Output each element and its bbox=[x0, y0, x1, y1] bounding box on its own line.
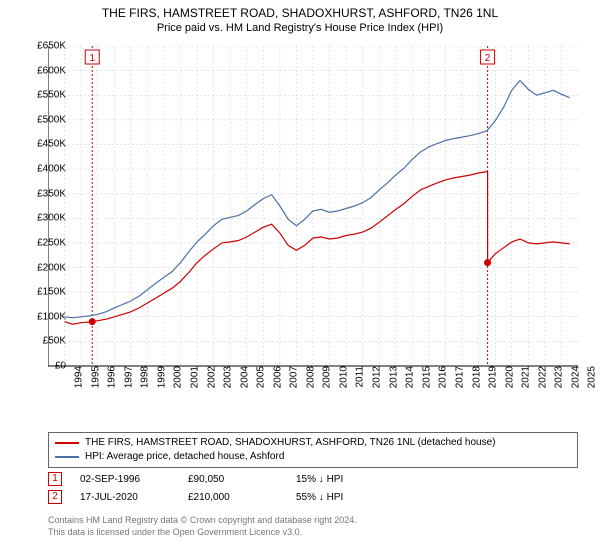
marker-date-1: 02-SEP-1996 bbox=[80, 474, 170, 485]
legend-swatch-property bbox=[55, 442, 79, 444]
marker-row-1: 1 02-SEP-1996 £90,050 15% ↓ HPI bbox=[48, 470, 578, 488]
marker-price-1: £90,050 bbox=[188, 474, 278, 485]
marker-badge-1: 1 bbox=[48, 472, 62, 486]
copyright-notice: Contains HM Land Registry data © Crown c… bbox=[48, 514, 578, 538]
svg-text:2: 2 bbox=[485, 53, 491, 64]
legend-swatch-hpi bbox=[55, 456, 79, 458]
line-chart-svg: 12 bbox=[48, 46, 578, 396]
marker-badge-2: 2 bbox=[48, 490, 62, 504]
legend: THE FIRS, HAMSTREET ROAD, SHADOXHURST, A… bbox=[48, 432, 578, 468]
marker-table: 1 02-SEP-1996 £90,050 15% ↓ HPI 2 17-JUL… bbox=[48, 470, 578, 506]
svg-text:1: 1 bbox=[89, 53, 95, 64]
marker-row-2: 2 17-JUL-2020 £210,000 55% ↓ HPI bbox=[48, 488, 578, 506]
marker-delta-1: 15% ↓ HPI bbox=[296, 474, 386, 485]
copyright-line-1: Contains HM Land Registry data © Crown c… bbox=[48, 514, 578, 526]
copyright-line-2: This data is licensed under the Open Gov… bbox=[48, 526, 578, 538]
plot-area: 12 bbox=[48, 46, 578, 396]
title-block: THE FIRS, HAMSTREET ROAD, SHADOXHURST, A… bbox=[0, 0, 600, 34]
marker-date-2: 17-JUL-2020 bbox=[80, 492, 170, 503]
chart-subtitle: Price paid vs. HM Land Registry's House … bbox=[0, 22, 600, 34]
chart-title: THE FIRS, HAMSTREET ROAD, SHADOXHURST, A… bbox=[0, 6, 600, 20]
legend-label-property: THE FIRS, HAMSTREET ROAD, SHADOXHURST, A… bbox=[85, 436, 495, 450]
legend-item-property: THE FIRS, HAMSTREET ROAD, SHADOXHURST, A… bbox=[55, 436, 571, 450]
legend-label-hpi: HPI: Average price, detached house, Ashf… bbox=[85, 450, 284, 464]
x-tick-label: 2025 bbox=[587, 366, 598, 388]
marker-price-2: £210,000 bbox=[188, 492, 278, 503]
legend-item-hpi: HPI: Average price, detached house, Ashf… bbox=[55, 450, 571, 464]
marker-delta-2: 55% ↓ HPI bbox=[296, 492, 386, 503]
chart-container: THE FIRS, HAMSTREET ROAD, SHADOXHURST, A… bbox=[0, 0, 600, 560]
